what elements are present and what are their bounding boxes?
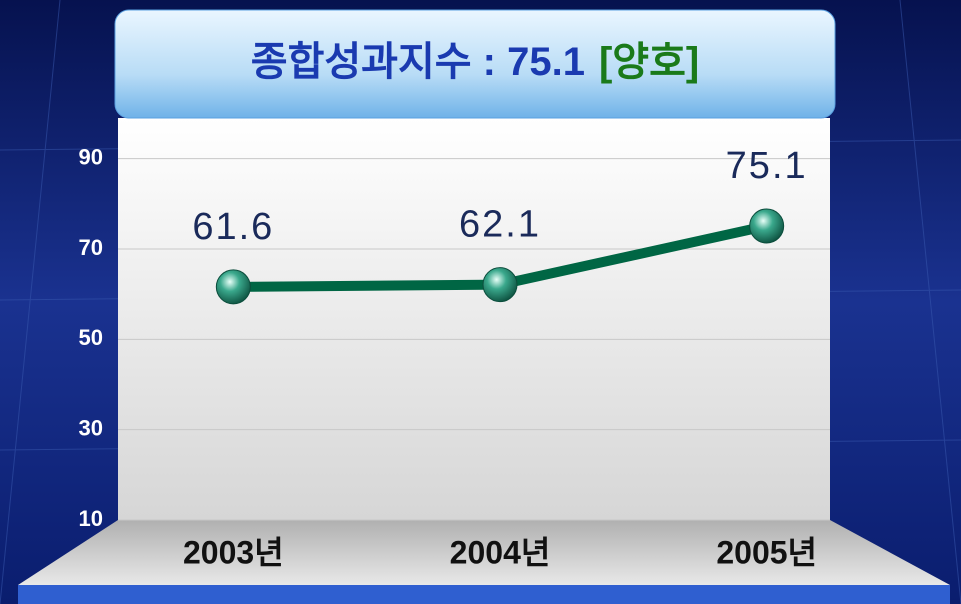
y-tick-label: 90	[79, 144, 103, 169]
marker	[749, 208, 785, 244]
chart-title: 종합성과지수 : 75.1 [양호]	[251, 40, 699, 84]
title-main: 종합성과지수 : 75.1	[251, 40, 585, 84]
x-tick-label: 2004년	[450, 534, 551, 570]
y-tick-label: 10	[79, 506, 103, 531]
marker	[215, 269, 251, 305]
y-tick-label: 70	[79, 235, 103, 260]
plot-area	[118, 118, 830, 520]
title-box	[114, 9, 836, 119]
y-tick-label: 30	[79, 415, 103, 440]
y-tick-label: 50	[79, 325, 103, 350]
title-status: [양호]	[599, 40, 699, 84]
marker	[482, 267, 518, 303]
bottom-bar	[18, 585, 950, 604]
x-tick-label: 2003년	[183, 534, 284, 570]
data-label: 61.6	[192, 206, 274, 248]
data-label: 62.1	[459, 204, 541, 246]
data-label: 75.1	[726, 145, 808, 187]
x-tick-label: 2005년	[716, 534, 817, 570]
floor	[18, 520, 950, 585]
